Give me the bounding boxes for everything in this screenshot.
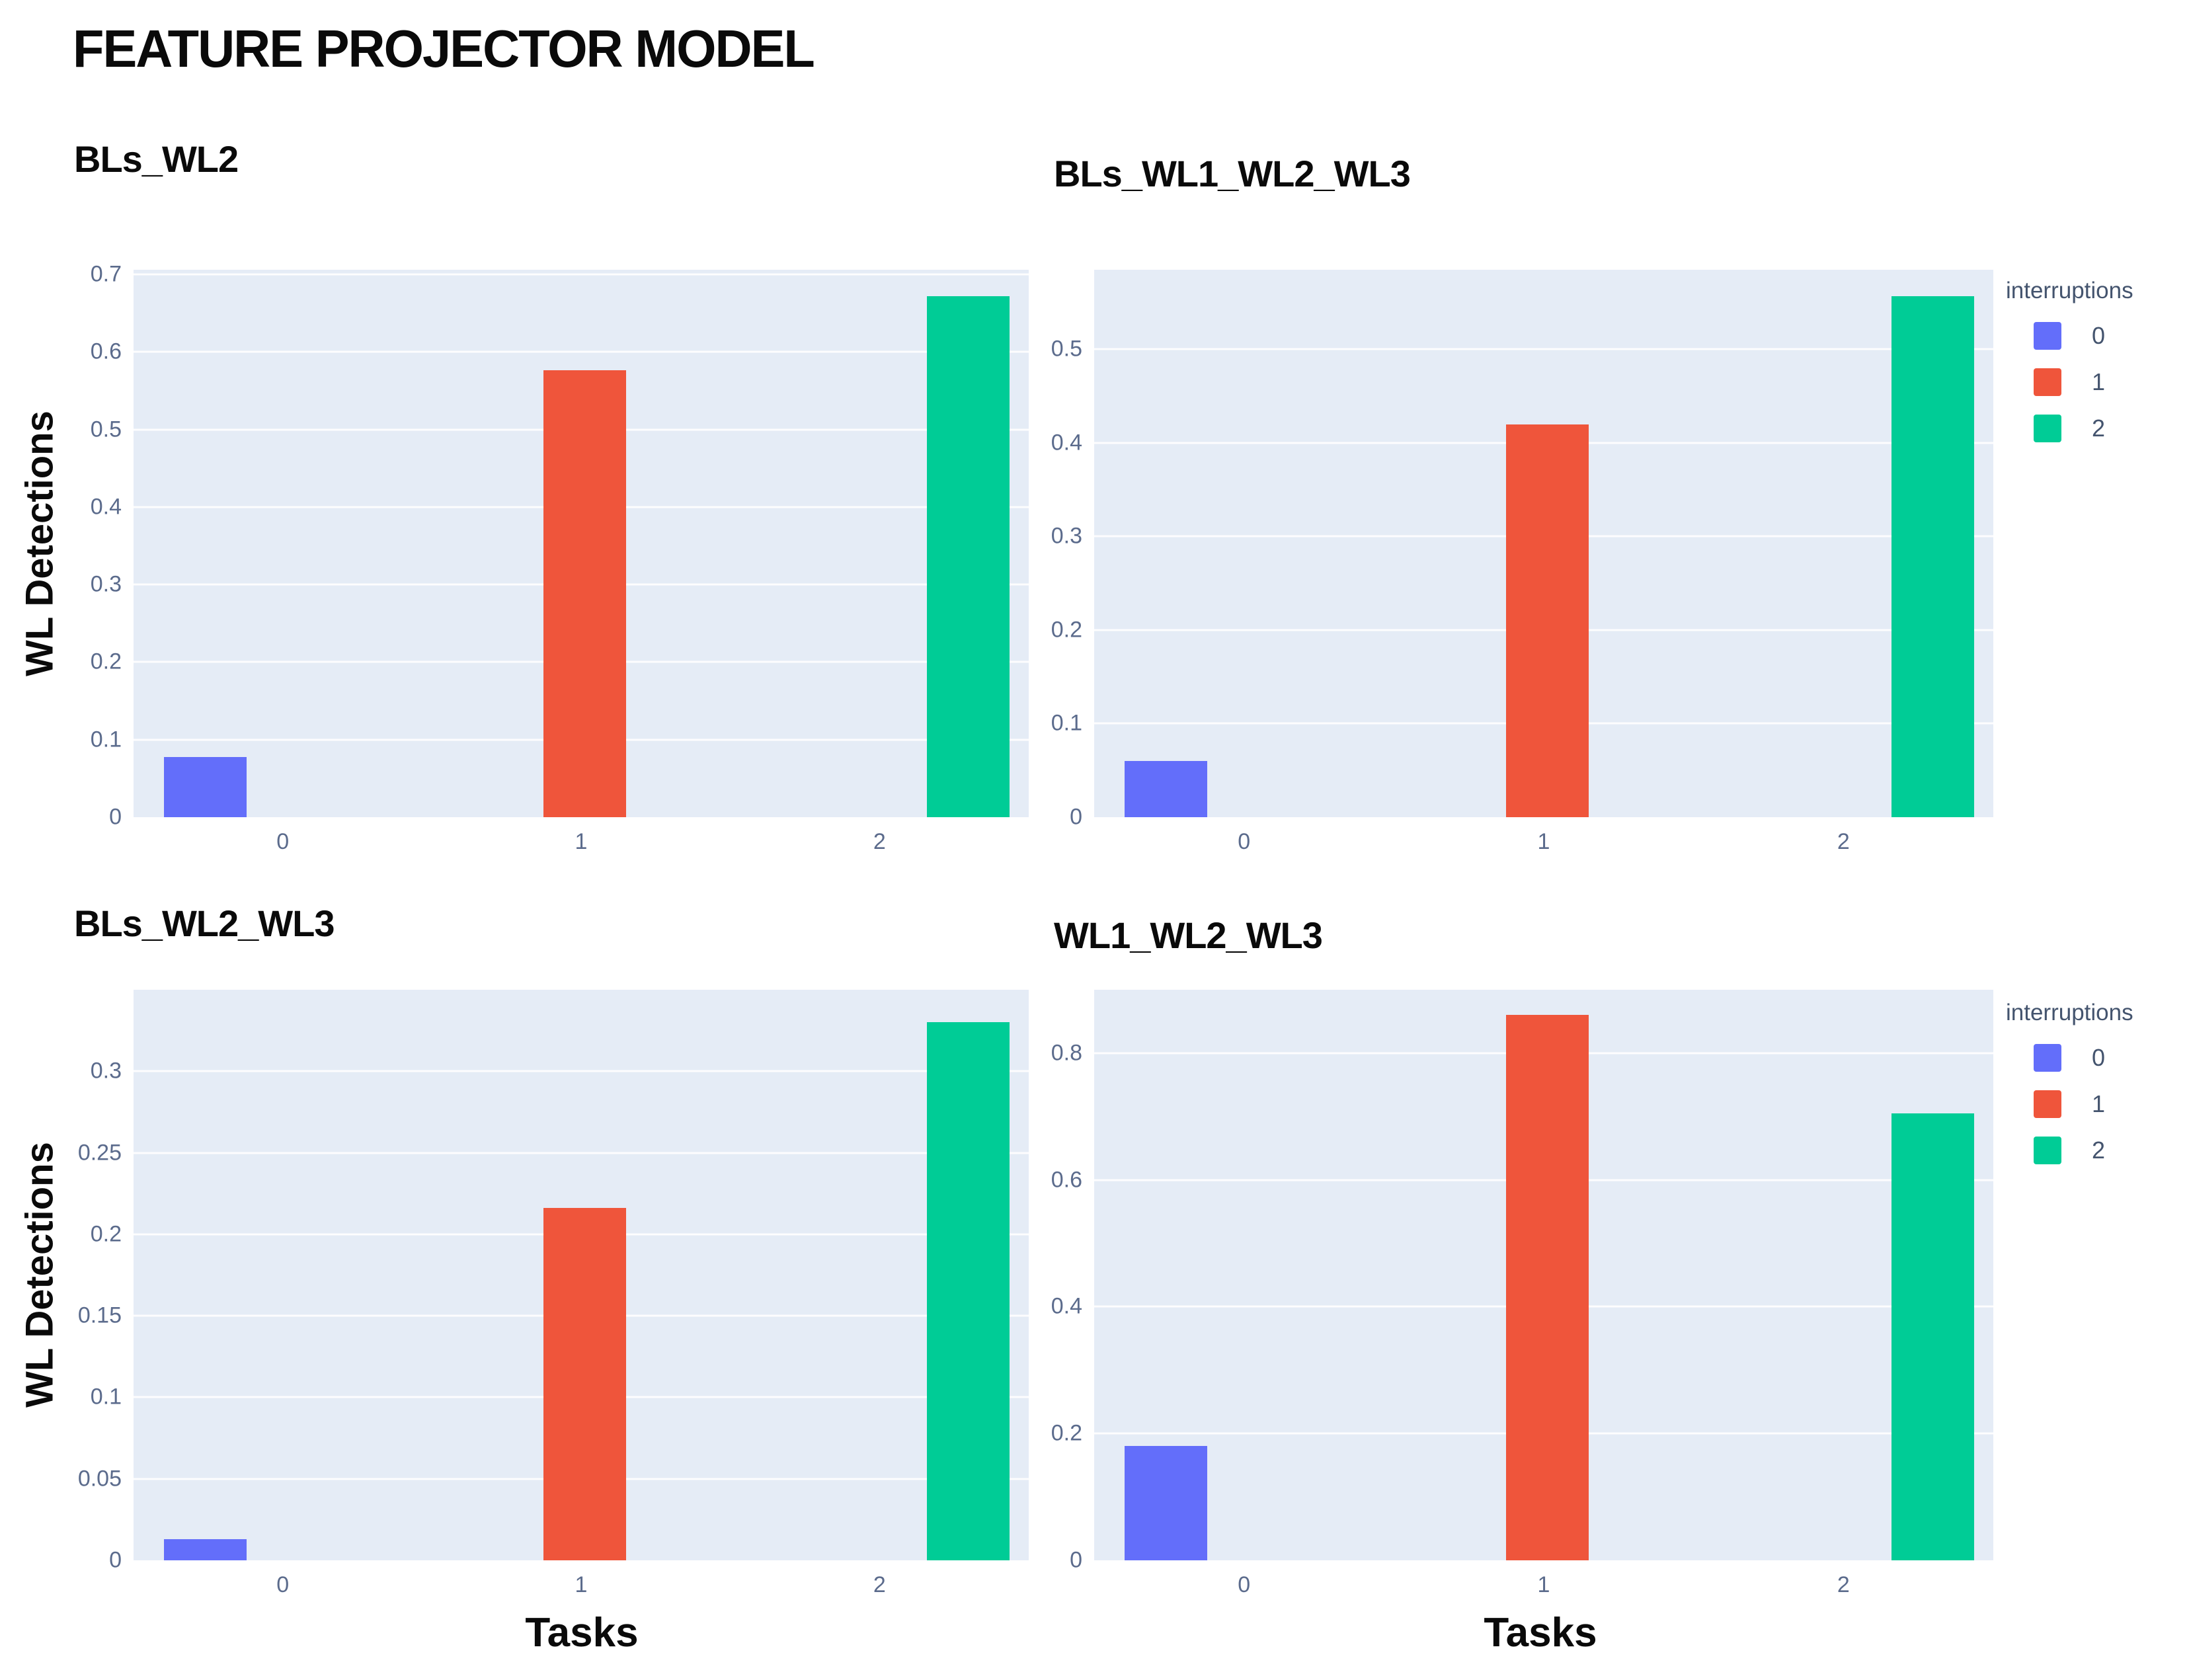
bar-interruptions-1: [543, 370, 626, 817]
y-tick-label: 0.25: [77, 1140, 122, 1166]
bar-interruptions-2: [1891, 296, 1974, 817]
chart-title-bottom-right: WL1_WL2_WL3: [1054, 914, 1323, 956]
y-axis-title: WL Detections: [18, 411, 61, 676]
x-tick-label: 0: [1238, 829, 1251, 854]
plot-area: 0 0.1 0.2 0.3 0.4 0.5 0 1 2: [1051, 270, 1993, 854]
gridline: [1094, 348, 1993, 350]
legend-item-label: 1: [2092, 1090, 2106, 1117]
y-tick-label: 0.15: [77, 1302, 122, 1328]
bar-interruptions-0: [1125, 761, 1208, 817]
y-tick-label: 0.3: [1051, 523, 1082, 549]
page-title: FEATURE PROJECTOR MODEL: [73, 19, 815, 78]
chart-title-top-right: BLs_WL1_WL2_WL3: [1054, 153, 1411, 194]
y-tick-label: 0.1: [1051, 710, 1082, 736]
y-tick-label: 0.8: [1051, 1040, 1082, 1066]
legend-swatch-green: [2034, 415, 2061, 442]
x-tick-label: 2: [873, 829, 886, 854]
legend: interruptions 0 1 2: [2006, 1000, 2189, 1182]
x-tick-label: 1: [575, 829, 588, 854]
y-tick-label: 0.1: [90, 1384, 122, 1410]
y-tick-label: 0.5: [90, 417, 122, 442]
x-tick-label: 1: [1537, 1572, 1550, 1597]
plot-area: 0 0.05 0.1 0.15 0.2 0.25 0.3 0 1 2: [78, 990, 1029, 1597]
y-axis-title: WL Detections: [18, 1142, 61, 1408]
chart-title-top-left: BLs_WL2: [74, 138, 239, 180]
y-tick-label: 0.05: [77, 1466, 122, 1492]
x-axis-title: Tasks: [525, 1610, 639, 1656]
y-tick-label: 0.6: [90, 339, 122, 364]
plot-area: 0 0.1 0.2 0.3 0.4 0.5 0.6 0.7 0 1 2: [91, 262, 1029, 854]
bar-interruptions-1: [543, 1208, 626, 1560]
bar-interruptions-1: [1505, 1015, 1589, 1560]
y-tick-label: 0.1: [90, 727, 122, 752]
bar-interruptions-2: [927, 1022, 1010, 1560]
y-tick-label: 0.2: [90, 649, 122, 674]
bar-interruptions-0: [164, 1539, 247, 1560]
x-tick-label: 2: [1837, 1572, 1850, 1597]
legend-item: 0: [2034, 1043, 2189, 1072]
gridline: [134, 350, 1029, 353]
legend-swatch-red: [2034, 1090, 2061, 1118]
y-tick-label: 0.2: [1051, 1420, 1082, 1446]
x-tick-label: 0: [1238, 1572, 1251, 1597]
legend-title: interruptions: [2006, 1000, 2133, 1025]
gridline: [134, 273, 1029, 276]
legend-item-label: 2: [2092, 1137, 2106, 1164]
bar-interruptions-0: [164, 756, 247, 817]
y-tick-label: 0.4: [90, 494, 122, 520]
y-tick-label: 0.4: [1051, 430, 1082, 456]
chart-title-bottom-left: BLs_WL2_WL3: [74, 902, 335, 944]
legend-item-label: 0: [2092, 1044, 2106, 1071]
legend-item: 1: [2034, 368, 2189, 397]
legend: interruptions 0 1 2: [2006, 278, 2189, 460]
y-tick-label: 0.2: [90, 1221, 122, 1247]
legend-item: 2: [2034, 414, 2189, 443]
y-tick-label: 0.3: [90, 571, 122, 597]
legend-item-label: 0: [2092, 322, 2106, 349]
y-tick-label: 0.5: [1051, 336, 1082, 362]
y-tick-label: 0.6: [1051, 1167, 1082, 1193]
plot-area: 0 0.2 0.4 0.6 0.8 0 1 2: [1051, 990, 1993, 1597]
y-tick-label: 0.2: [1051, 617, 1082, 643]
legend-item: 0: [2034, 321, 2189, 350]
y-tick-label: 0: [1070, 1547, 1082, 1573]
legend-item-label: 1: [2092, 368, 2106, 395]
bar-interruptions-1: [1505, 424, 1589, 817]
y-tick-label: 0.3: [90, 1058, 122, 1084]
y-tick-label: 0.7: [90, 261, 122, 287]
bar-interruptions-2: [1891, 1113, 1974, 1560]
legend-swatch-red: [2034, 368, 2061, 396]
legend-swatch-green: [2034, 1137, 2061, 1164]
gridline: [134, 1070, 1029, 1072]
x-tick-label: 2: [873, 1572, 886, 1597]
legend-item: 2: [2034, 1136, 2189, 1165]
legend-title: interruptions: [2006, 278, 2133, 303]
x-tick-label: 2: [1837, 829, 1850, 854]
legend-swatch-blue: [2034, 1044, 2061, 1072]
gridline: [134, 1152, 1029, 1154]
y-tick-label: 0: [109, 1547, 122, 1573]
x-tick-label: 0: [276, 1572, 290, 1597]
bar-interruptions-2: [927, 296, 1010, 817]
y-tick-label: 0: [1070, 804, 1082, 830]
x-tick-label: 1: [1537, 829, 1550, 854]
y-tick-label: 0.4: [1051, 1293, 1082, 1319]
legend-item-label: 2: [2092, 415, 2106, 442]
x-tick-label: 0: [276, 829, 290, 854]
legend-swatch-blue: [2034, 322, 2061, 350]
bar-interruptions-0: [1125, 1446, 1208, 1560]
legend-item: 1: [2034, 1090, 2189, 1119]
x-tick-label: 1: [575, 1572, 588, 1597]
y-tick-label: 0: [109, 804, 122, 830]
x-axis-title: Tasks: [1484, 1610, 1597, 1656]
